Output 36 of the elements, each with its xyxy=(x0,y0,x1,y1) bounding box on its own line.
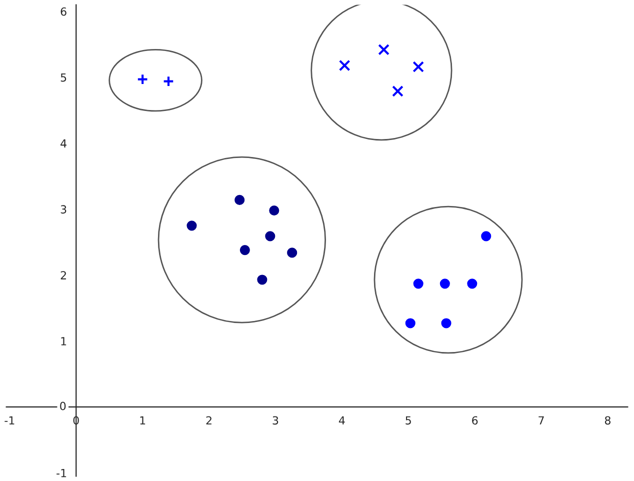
point xyxy=(240,245,250,256)
point xyxy=(467,278,478,289)
x-tick-label: 3 xyxy=(272,416,278,425)
point xyxy=(441,318,452,328)
x-tick-label: 1 xyxy=(140,416,146,424)
x-tick-label: 5 xyxy=(406,416,411,425)
y-tick-label: 0 xyxy=(60,402,66,410)
point xyxy=(257,274,268,285)
point xyxy=(136,74,148,86)
point xyxy=(481,231,492,242)
point xyxy=(265,231,276,242)
x-tick-label: 7 xyxy=(538,416,544,424)
x-tick-label: 6 xyxy=(472,416,478,425)
point xyxy=(413,278,424,289)
x-tick-label: 2 xyxy=(206,416,212,424)
y-tick-label: 3 xyxy=(60,205,66,214)
point xyxy=(234,194,245,205)
x-tick-label: -1 xyxy=(4,416,14,424)
point xyxy=(440,278,450,289)
x-tick-label: 4 xyxy=(338,416,345,424)
point xyxy=(392,85,404,97)
x-tick-label: 8 xyxy=(604,416,610,425)
y-tick-label: 1 xyxy=(61,337,66,346)
y-tick-label: 5 xyxy=(60,73,66,82)
y-tick-label: 4 xyxy=(60,139,66,148)
point xyxy=(269,205,280,216)
point xyxy=(338,60,350,72)
y-tick-label: 2 xyxy=(60,271,66,280)
point xyxy=(378,44,390,56)
y-tick-label: -1 xyxy=(56,469,66,478)
point xyxy=(287,248,298,258)
point xyxy=(186,220,197,231)
point xyxy=(162,76,174,87)
y-tick-label: 6 xyxy=(60,7,66,16)
point xyxy=(405,318,416,328)
point xyxy=(412,61,424,72)
